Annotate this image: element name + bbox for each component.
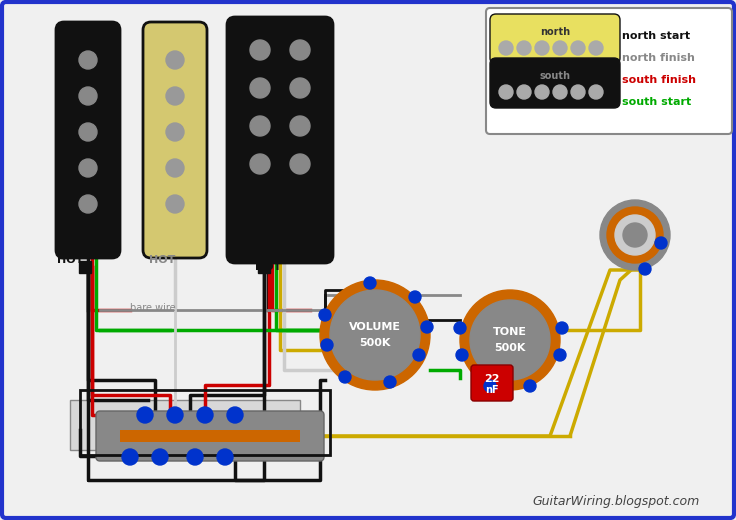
Text: north finish: north finish: [622, 53, 695, 63]
Circle shape: [152, 449, 168, 465]
Circle shape: [290, 40, 310, 60]
Circle shape: [330, 290, 420, 380]
Circle shape: [79, 51, 97, 69]
Circle shape: [166, 51, 184, 69]
Text: bare wire: bare wire: [130, 303, 176, 313]
Circle shape: [470, 300, 550, 380]
Circle shape: [484, 380, 496, 392]
Circle shape: [589, 41, 603, 55]
Circle shape: [339, 371, 351, 383]
Circle shape: [79, 87, 97, 105]
Circle shape: [166, 87, 184, 105]
Bar: [80, 390, 330, 455]
Circle shape: [556, 322, 568, 334]
Circle shape: [421, 321, 433, 333]
Text: 500K: 500K: [495, 343, 526, 353]
FancyBboxPatch shape: [96, 411, 324, 461]
Circle shape: [384, 376, 396, 388]
Circle shape: [499, 41, 513, 55]
Circle shape: [456, 349, 468, 361]
FancyBboxPatch shape: [490, 14, 620, 64]
Text: VOLUME: VOLUME: [349, 322, 401, 332]
Circle shape: [320, 280, 430, 390]
FancyBboxPatch shape: [486, 8, 732, 134]
FancyBboxPatch shape: [227, 17, 333, 263]
Text: nF: nF: [485, 385, 499, 395]
Bar: [120, 430, 300, 442]
Bar: [258, 261, 270, 273]
Text: south: south: [539, 71, 570, 81]
FancyBboxPatch shape: [56, 22, 120, 258]
Circle shape: [250, 40, 270, 60]
Circle shape: [166, 159, 184, 177]
Circle shape: [571, 85, 585, 99]
Text: HOT: HOT: [149, 255, 175, 265]
FancyBboxPatch shape: [471, 365, 513, 401]
Circle shape: [321, 339, 333, 351]
Circle shape: [250, 154, 270, 174]
Circle shape: [319, 309, 331, 321]
Bar: [70, 400, 300, 450]
Circle shape: [554, 349, 566, 361]
Circle shape: [250, 116, 270, 136]
Circle shape: [364, 277, 376, 289]
Circle shape: [79, 123, 97, 141]
Text: 500K: 500K: [359, 338, 391, 348]
Text: HOT: HOT: [57, 255, 83, 265]
Circle shape: [499, 85, 513, 99]
Circle shape: [517, 85, 531, 99]
Circle shape: [607, 207, 663, 263]
Circle shape: [517, 41, 531, 55]
Circle shape: [137, 407, 153, 423]
Bar: [79, 261, 91, 273]
Circle shape: [589, 85, 603, 99]
Circle shape: [409, 291, 421, 303]
Circle shape: [197, 407, 213, 423]
Circle shape: [413, 349, 425, 361]
Circle shape: [553, 41, 567, 55]
Text: north start: north start: [622, 31, 690, 41]
Circle shape: [535, 41, 549, 55]
Circle shape: [227, 407, 243, 423]
Circle shape: [167, 407, 183, 423]
Circle shape: [655, 237, 667, 249]
Circle shape: [250, 78, 270, 98]
Circle shape: [166, 195, 184, 213]
Text: south start: south start: [622, 97, 691, 107]
Circle shape: [615, 215, 655, 255]
Circle shape: [460, 290, 560, 390]
Circle shape: [553, 85, 567, 99]
Circle shape: [290, 116, 310, 136]
Circle shape: [122, 449, 138, 465]
Text: TONE: TONE: [493, 327, 527, 337]
Text: GuitarWiring.blogspot.com: GuitarWiring.blogspot.com: [533, 495, 700, 508]
Circle shape: [290, 154, 310, 174]
Circle shape: [79, 195, 97, 213]
Circle shape: [623, 223, 647, 247]
Circle shape: [524, 380, 536, 392]
Text: 22: 22: [484, 374, 500, 384]
Circle shape: [600, 200, 670, 270]
Circle shape: [290, 78, 310, 98]
Circle shape: [535, 85, 549, 99]
Circle shape: [454, 322, 466, 334]
Circle shape: [571, 41, 585, 55]
Circle shape: [79, 159, 97, 177]
Circle shape: [166, 123, 184, 141]
Text: south finish: south finish: [622, 75, 696, 85]
Text: HOT: HOT: [255, 262, 281, 272]
FancyBboxPatch shape: [143, 22, 207, 258]
Circle shape: [217, 449, 233, 465]
FancyBboxPatch shape: [490, 58, 620, 108]
Text: north: north: [540, 27, 570, 37]
Circle shape: [187, 449, 203, 465]
Circle shape: [639, 263, 651, 275]
